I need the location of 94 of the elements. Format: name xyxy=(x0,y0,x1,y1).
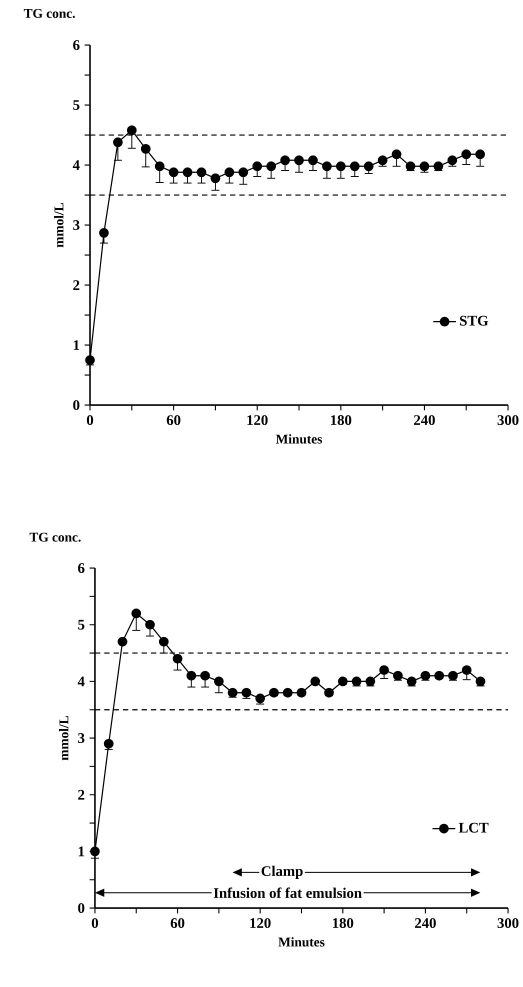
point xyxy=(126,125,136,136)
point xyxy=(350,161,360,172)
x-tick-label: 180 xyxy=(330,415,352,426)
point xyxy=(475,676,486,686)
y-tick-label: 3 xyxy=(78,733,84,743)
point xyxy=(186,670,196,681)
point xyxy=(379,665,389,675)
x-tick-label: 0 xyxy=(92,918,98,928)
x-tick-label: 300 xyxy=(497,918,518,928)
point xyxy=(200,670,210,681)
point xyxy=(228,688,238,698)
x-tick-label: 300 xyxy=(497,415,518,426)
point xyxy=(324,688,334,698)
y-tick-label: 2 xyxy=(73,280,80,290)
point xyxy=(378,155,388,166)
point xyxy=(98,228,109,238)
point xyxy=(112,137,123,148)
point xyxy=(255,694,265,704)
point xyxy=(433,161,443,172)
point xyxy=(280,155,290,166)
point xyxy=(336,161,346,172)
point xyxy=(310,676,320,686)
x-tick-label: 60 xyxy=(166,415,180,426)
x-tick-label: 240 xyxy=(414,918,436,928)
point xyxy=(405,161,416,172)
point xyxy=(140,144,150,154)
x-tick-label: 60 xyxy=(170,918,184,928)
y-tick-label: 5 xyxy=(78,620,84,630)
point xyxy=(282,688,292,698)
point xyxy=(210,173,220,184)
chart-title: TG conc. xyxy=(24,8,75,18)
y-tick-label: 6 xyxy=(72,40,80,50)
point xyxy=(131,608,141,618)
point xyxy=(252,161,262,172)
point xyxy=(447,155,457,166)
y-tick-label: 6 xyxy=(78,563,84,573)
point xyxy=(168,167,178,178)
point xyxy=(475,149,485,160)
x-axis-title: Minutes xyxy=(276,434,322,444)
x-axis-title: Minutes xyxy=(278,937,324,947)
point xyxy=(420,670,430,681)
point xyxy=(214,676,224,686)
legend-label: LCT xyxy=(458,822,488,833)
point xyxy=(158,636,168,647)
y-tick-label: 4 xyxy=(72,160,80,170)
y-tick-label: 0 xyxy=(78,903,84,914)
y-axis-title: mmol/L xyxy=(58,716,68,760)
point xyxy=(296,688,306,698)
y-tick-label: 2 xyxy=(78,790,84,800)
point xyxy=(406,676,416,686)
point xyxy=(154,161,164,172)
y-tick-label: 5 xyxy=(72,100,80,110)
point xyxy=(117,636,128,647)
x-tick-label: 0 xyxy=(86,415,93,426)
point xyxy=(308,155,318,166)
point xyxy=(434,670,444,681)
point xyxy=(351,676,362,686)
point xyxy=(364,161,374,172)
y-axis-title: mmol/L xyxy=(54,203,64,248)
point xyxy=(392,670,403,681)
point xyxy=(461,149,471,160)
point xyxy=(196,167,206,178)
x-tick-label: 180 xyxy=(332,918,354,928)
point xyxy=(391,149,402,160)
legend-label: STG xyxy=(460,316,488,326)
point xyxy=(84,355,95,365)
annotation: Clamp xyxy=(261,866,302,880)
annotation: Infusion of fat emulsion xyxy=(214,888,362,898)
x-tick-label: 120 xyxy=(250,918,270,928)
point xyxy=(365,676,375,686)
point xyxy=(322,161,332,172)
point xyxy=(294,155,304,166)
point xyxy=(241,688,252,698)
point xyxy=(90,846,100,856)
point xyxy=(172,654,182,664)
x-tick-label: 240 xyxy=(414,415,435,426)
chart-title: TG conc. xyxy=(29,532,80,542)
point xyxy=(419,161,430,172)
point xyxy=(338,676,348,686)
y-tick-label: 4 xyxy=(78,676,84,686)
y-tick-label: 1 xyxy=(74,340,79,350)
point xyxy=(144,620,155,630)
y-tick-label: 3 xyxy=(72,220,80,230)
y-tick-label: 0 xyxy=(72,400,80,410)
x-tick-label: 120 xyxy=(247,415,268,426)
point xyxy=(268,688,279,698)
point xyxy=(224,167,234,178)
point xyxy=(448,670,458,681)
point xyxy=(266,161,276,172)
point xyxy=(182,167,192,178)
point xyxy=(104,738,114,749)
point xyxy=(462,665,472,675)
y-tick-label: 1 xyxy=(78,846,84,856)
point xyxy=(238,167,248,178)
